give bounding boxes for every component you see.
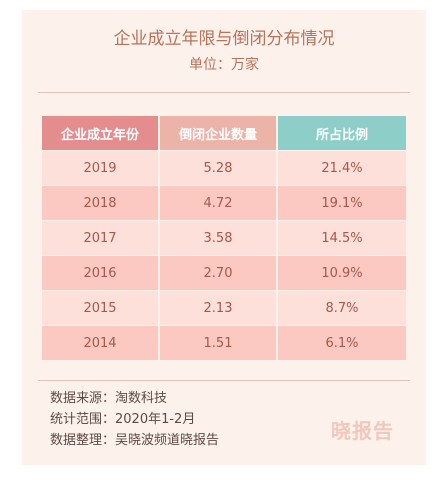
year-cell: 2018 (42, 186, 158, 220)
share-cell: 8.7% (278, 291, 406, 325)
share-cell: 19.1% (278, 186, 406, 220)
bottom-divider (38, 380, 410, 381)
share-cell: 21.4% (278, 151, 406, 185)
share-cell: 10.9% (278, 256, 406, 290)
count-cell: 4.72 (160, 186, 276, 220)
share-cell: 14.5% (278, 221, 406, 255)
data-compiler-note: 数据整理：吴晓波频道晓报告 (50, 433, 220, 448)
footer-notes: 数据来源：淘数科技 统计范围：2020年1-2月 数据整理：吴晓波频道晓报告 (50, 388, 219, 451)
column-header-share: 所占比例 (278, 116, 406, 150)
page-title: 企业成立年限与倒闭分布情况 (113, 29, 335, 49)
count-cell: 3.58 (160, 221, 276, 255)
column-header-count: 倒闭企业数量 (160, 116, 276, 150)
brand-logo: 晓报告 (331, 419, 394, 443)
data-table: 企业成立年份 倒闭企业数量 所占比例 2019 5.28 21.4% 2018 … (42, 116, 406, 361)
unit-label: 单位：万家 (189, 57, 259, 73)
table-row: 2014 1.51 6.1% (42, 326, 406, 360)
year-cell: 2017 (42, 221, 158, 255)
count-cell: 2.13 (160, 291, 276, 325)
year-cell: 2016 (42, 256, 158, 290)
table-row: 2019 5.28 21.4% (42, 151, 406, 185)
data-range-note: 统计范围：2020年1-2月 (50, 412, 196, 427)
table-row: 2017 3.58 14.5% (42, 221, 406, 255)
count-cell: 5.28 (160, 151, 276, 185)
count-cell: 2.70 (160, 256, 276, 290)
table-row: 2016 2.70 10.9% (42, 256, 406, 290)
share-cell: 6.1% (278, 326, 406, 360)
table-header-row: 企业成立年份 倒闭企业数量 所占比例 (42, 116, 406, 150)
column-header-year: 企业成立年份 (42, 116, 158, 150)
year-cell: 2015 (42, 291, 158, 325)
table-row: 2015 2.13 8.7% (42, 291, 406, 325)
table-row: 2018 4.72 19.1% (42, 186, 406, 220)
count-cell: 1.51 (160, 326, 276, 360)
report-card: 企业成立年限与倒闭分布情况 单位：万家 企业成立年份 倒闭企业数量 所占比例 2… (22, 10, 426, 465)
year-cell: 2014 (42, 326, 158, 360)
top-divider (38, 92, 410, 93)
data-source-note: 数据来源：淘数科技 (50, 391, 168, 406)
year-cell: 2019 (42, 151, 158, 185)
